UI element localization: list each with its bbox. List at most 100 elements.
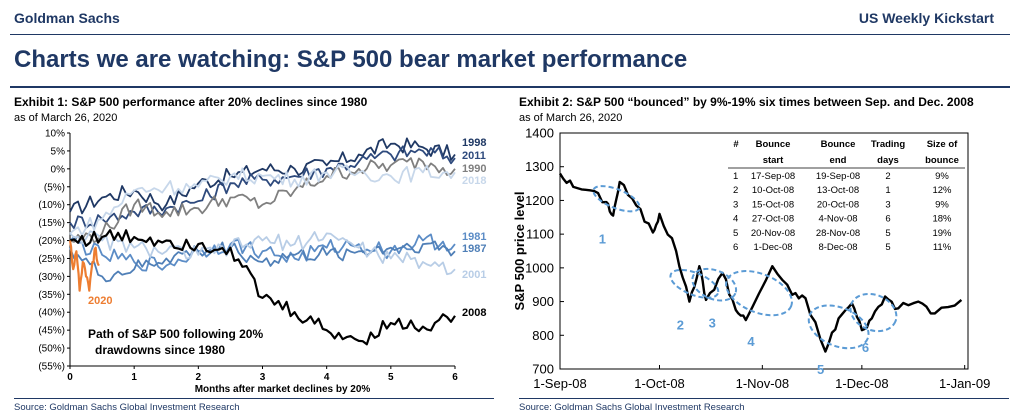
- exhibit1-footer-rule: [14, 398, 494, 399]
- y-axis-title: S&P 500 price level: [512, 191, 527, 310]
- table-cell: 10-Oct-08: [752, 185, 794, 196]
- table-cell: 18%: [932, 214, 952, 225]
- x-tick-label: 1: [131, 372, 137, 383]
- table-header: Bounce: [756, 139, 791, 150]
- table-header: days: [877, 155, 899, 166]
- bounce-label-4: 4: [747, 334, 755, 349]
- bounce-label-1: 1: [599, 231, 606, 246]
- exhibit1-title: Exhibit 1: S&P 500 performance after 20%…: [14, 95, 368, 109]
- series-label-1990: 1990: [462, 163, 486, 175]
- annotation-line-2: drawdowns since 1980: [95, 343, 225, 357]
- table-cell: 2: [733, 185, 738, 196]
- y-tick-label: (40%): [38, 308, 65, 319]
- table-cell: 5: [733, 228, 738, 239]
- table-cell: 19%: [932, 228, 952, 239]
- y-tick-label: (30%): [38, 272, 65, 283]
- series-label-2001: 2001: [462, 269, 486, 281]
- page-title: Charts we are watching: S&P 500 bear mar…: [14, 46, 688, 73]
- table-header: bounce: [925, 155, 959, 166]
- table-cell: 15-Oct-08: [752, 199, 794, 210]
- series-label-1998: 1998: [462, 137, 486, 149]
- y-tick-label: (25%): [38, 254, 65, 265]
- table-cell: 5: [885, 242, 890, 253]
- table-cell: 1: [885, 185, 890, 196]
- exhibit2-source: Source: Goldman Sachs Global Investment …: [519, 402, 745, 413]
- table-cell: 20-Oct-08: [817, 199, 859, 210]
- table-cell: 12%: [932, 185, 952, 196]
- table-cell: 8-Dec-08: [818, 242, 857, 253]
- bounce-label-5: 5: [817, 362, 824, 377]
- table-cell: 3: [885, 199, 890, 210]
- y-tick-label: 1000: [525, 260, 554, 275]
- series-line-2011: [69, 145, 456, 230]
- series-label-2011: 2011: [462, 150, 486, 162]
- y-tick-label: (55%): [38, 362, 65, 373]
- annotation-line-1: Path of S&P 500 following 20%: [88, 327, 263, 341]
- x-tick-label: 2: [196, 372, 202, 383]
- y-tick-label: 0%: [51, 164, 66, 175]
- y-tick-label: (20%): [38, 236, 65, 247]
- bounce-label-3: 3: [709, 316, 716, 331]
- y-tick-label: (50%): [38, 344, 65, 355]
- y-tick-label: 700: [532, 362, 554, 377]
- y-tick-label: 900: [532, 294, 554, 309]
- table-header: #: [733, 139, 739, 150]
- y-tick-label: 10%: [45, 129, 65, 140]
- brand-name: Goldman Sachs: [14, 10, 120, 26]
- table-cell: 28-Nov-08: [816, 228, 860, 239]
- title-rule: [10, 86, 1010, 88]
- x-tick-label: 1-Sep-08: [533, 376, 586, 391]
- x-tick-label: 1-Oct-08: [634, 376, 685, 391]
- x-tick-label: 1-Dec-08: [835, 376, 888, 391]
- series-line-1981: [69, 233, 456, 272]
- series-line-2001: [69, 230, 456, 276]
- y-tick-label: 1200: [525, 193, 554, 208]
- exhibit2-asof: as of March 26, 2020: [519, 112, 623, 124]
- exhibit2-footer-rule: [519, 398, 1009, 399]
- table-cell: 2: [885, 171, 890, 182]
- table-cell: 1: [733, 171, 738, 182]
- series-line-2020: [68, 240, 100, 292]
- y-tick-label: 1400: [525, 126, 554, 141]
- x-axis-title: Months after market declines by 20%: [195, 384, 371, 395]
- table-cell: 4-Nov-08: [818, 214, 857, 225]
- y-tick-label: 800: [532, 328, 554, 343]
- y-tick-label: (15%): [38, 218, 65, 229]
- table-cell: 17-Sep-08: [751, 171, 795, 182]
- exhibit2-title: Exhibit 2: S&P 500 “bounced” by 9%-19% s…: [519, 95, 974, 109]
- table-cell: 3: [733, 199, 738, 210]
- bounce-ellipse-1: [592, 185, 641, 213]
- y-tick-label: (10%): [38, 200, 65, 211]
- bounce-ellipse-3: [691, 267, 738, 302]
- y-tick-label: 1300: [525, 159, 554, 174]
- series-label-1981: 1981: [462, 231, 486, 243]
- series-label-2018: 2018: [462, 175, 486, 187]
- table-cell: 13-Oct-08: [817, 185, 859, 196]
- table-header: start: [763, 155, 784, 166]
- series-line-1987: [69, 240, 456, 283]
- x-tick-label: 1-Jan-09: [939, 376, 990, 391]
- table-cell: 11%: [933, 242, 952, 253]
- report-header: Goldman Sachs US Weekly Kickstart: [0, 0, 1024, 44]
- y-tick-label: 1100: [526, 227, 554, 242]
- table-cell: 9%: [935, 171, 949, 182]
- y-tick-label: (45%): [38, 326, 65, 337]
- series-label-2008: 2008: [462, 307, 486, 319]
- y-tick-label: (35%): [38, 290, 65, 301]
- table-header: Bounce: [821, 139, 856, 150]
- table-cell: 1-Dec-08: [753, 242, 792, 253]
- y-tick-label: (5%): [44, 182, 65, 193]
- x-tick-label: 5: [388, 372, 394, 383]
- table-cell: 4: [733, 214, 738, 225]
- table-header: Trading: [871, 139, 906, 150]
- x-tick-label: 0: [67, 372, 73, 383]
- bounce-ellipse-4: [725, 270, 793, 317]
- x-tick-label: 4: [324, 372, 330, 383]
- series-label-2020: 2020: [88, 295, 112, 307]
- series-line-2008: [69, 229, 456, 346]
- bounce-label-6: 6: [862, 340, 869, 355]
- series-line-2018: [69, 164, 456, 237]
- table-cell: 19-Sep-08: [816, 171, 860, 182]
- series-line-1990: [69, 157, 456, 244]
